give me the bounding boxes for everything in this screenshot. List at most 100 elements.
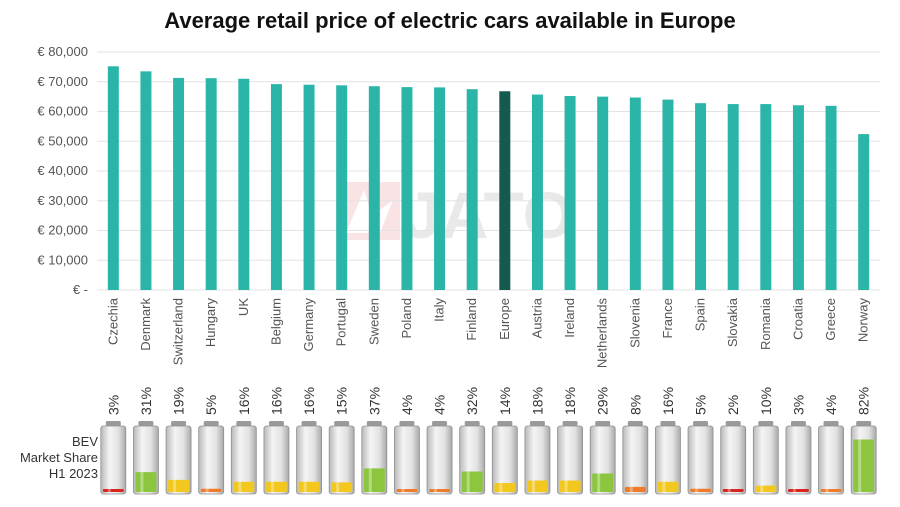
- bar-finland: [466, 89, 478, 290]
- battery-fill-level: [787, 489, 809, 492]
- battery-fill-highlight: [760, 485, 764, 492]
- bar-belgium: [270, 84, 282, 290]
- battery-fill-highlight: [434, 489, 438, 492]
- battery-fill-level: [429, 489, 451, 492]
- battery-body: [165, 425, 192, 495]
- battery-body: [557, 425, 583, 495]
- bar-hungary: [205, 78, 217, 291]
- battery-body: [328, 425, 355, 495]
- battery-fill-highlight: [695, 488, 699, 492]
- bev-share-label: 4%: [399, 395, 415, 415]
- bev-share-label: 16%: [236, 387, 252, 415]
- battery-fill-level: [168, 479, 190, 492]
- battery-fill-level: [624, 486, 646, 492]
- battery-fill-level: [657, 481, 679, 492]
- battery-cap: [856, 421, 872, 426]
- battery-fill-highlight: [303, 481, 307, 492]
- x-tick-label: Ireland: [562, 298, 577, 338]
- bev-share-label: 10%: [758, 387, 774, 415]
- battery-fill-highlight: [336, 482, 340, 492]
- battery-fill-level: [396, 489, 418, 492]
- battery-body: [263, 425, 290, 495]
- x-tick-label: Netherlands: [595, 298, 610, 369]
- battery-fill-level: [233, 481, 255, 492]
- battery-cap: [758, 421, 774, 426]
- battery-fill-highlight: [629, 486, 633, 492]
- bar-netherlands: [597, 96, 609, 290]
- bar-europe: [499, 91, 511, 291]
- bar-slovenia: [629, 97, 641, 290]
- bev-share-label: 16%: [301, 387, 317, 415]
- y-tick-label: € -: [73, 282, 88, 297]
- battery-body: [818, 425, 844, 495]
- bev-share-label: 15%: [334, 387, 350, 415]
- battery-body: [198, 425, 225, 495]
- bev-share-label: 3%: [105, 395, 121, 415]
- bar-france: [662, 99, 674, 290]
- bev-share-label: 18%: [529, 387, 545, 415]
- y-tick-label: € 80,000: [37, 44, 88, 59]
- x-tick-label: Finland: [464, 298, 479, 341]
- battery-fill-level: [853, 439, 875, 492]
- y-tick-label: € 70,000: [37, 74, 88, 89]
- x-tick-label: Denmark: [138, 298, 153, 351]
- y-tick-label: € 50,000: [37, 133, 88, 148]
- battery-fill-level: [820, 489, 842, 492]
- bev-share-label: 32%: [464, 387, 480, 415]
- battery-cap: [693, 421, 709, 426]
- x-tick-label: Poland: [399, 298, 414, 338]
- bar-denmark: [140, 71, 152, 291]
- bev-label-line-1: BEV: [71, 434, 98, 449]
- battery-fill-highlight: [531, 480, 535, 492]
- bev-label-line-2: Market Share: [19, 450, 98, 465]
- x-tick-label: Croatia: [790, 297, 805, 340]
- battery-cap: [823, 421, 839, 426]
- bev-share-label: 82%: [856, 387, 872, 415]
- battery-fill-level: [363, 468, 385, 492]
- battery-fill-level: [200, 488, 222, 492]
- battery-fill-level: [559, 480, 581, 492]
- x-tick-label: France: [660, 298, 675, 338]
- bar-spain: [695, 103, 707, 290]
- battery-fill-highlight: [368, 468, 372, 492]
- y-tick-label: € 60,000: [37, 104, 88, 119]
- bar-germany: [303, 84, 315, 290]
- bev-share-label: 2%: [725, 395, 741, 415]
- bar-austria: [531, 94, 543, 290]
- bev-share-label: 31%: [138, 387, 154, 415]
- battery-cap: [236, 421, 252, 426]
- battery-cap: [138, 421, 154, 426]
- battery-fill-level: [298, 481, 320, 492]
- battery-cap: [105, 421, 121, 426]
- battery-fill-level: [331, 482, 353, 492]
- bev-share-label: 5%: [203, 395, 219, 415]
- x-tick-label: Hungary: [203, 298, 218, 348]
- battery-cap: [660, 421, 676, 426]
- battery-fill-highlight: [858, 439, 862, 492]
- battery-cap: [366, 421, 382, 426]
- battery-fill-level: [592, 473, 614, 492]
- battery-cap: [203, 421, 219, 426]
- battery-body: [426, 425, 453, 495]
- bev-share-label: 19%: [171, 387, 187, 415]
- bev-share-label: 37%: [366, 387, 382, 415]
- battery-cap: [268, 421, 284, 426]
- battery-body: [230, 425, 257, 495]
- watermark-text: JATO: [404, 178, 574, 252]
- battery-fill-level: [265, 481, 287, 492]
- battery-cap: [595, 421, 611, 426]
- battery-cap: [301, 421, 317, 426]
- y-tick-label: € 40,000: [37, 163, 88, 178]
- battery-cap: [725, 421, 741, 426]
- battery-cap: [562, 421, 578, 426]
- bar-uk: [238, 78, 250, 291]
- x-tick-label: Germany: [301, 298, 316, 352]
- bar-italy: [434, 87, 446, 290]
- battery-body: [491, 425, 518, 495]
- battery-cap: [464, 421, 480, 426]
- bar-poland: [401, 87, 413, 290]
- battery-fill-highlight: [270, 481, 274, 492]
- battery-cap: [627, 421, 643, 426]
- chart-title: Average retail price of electric cars av…: [164, 8, 736, 33]
- bev-label-line-3: H1 2023: [48, 466, 98, 481]
